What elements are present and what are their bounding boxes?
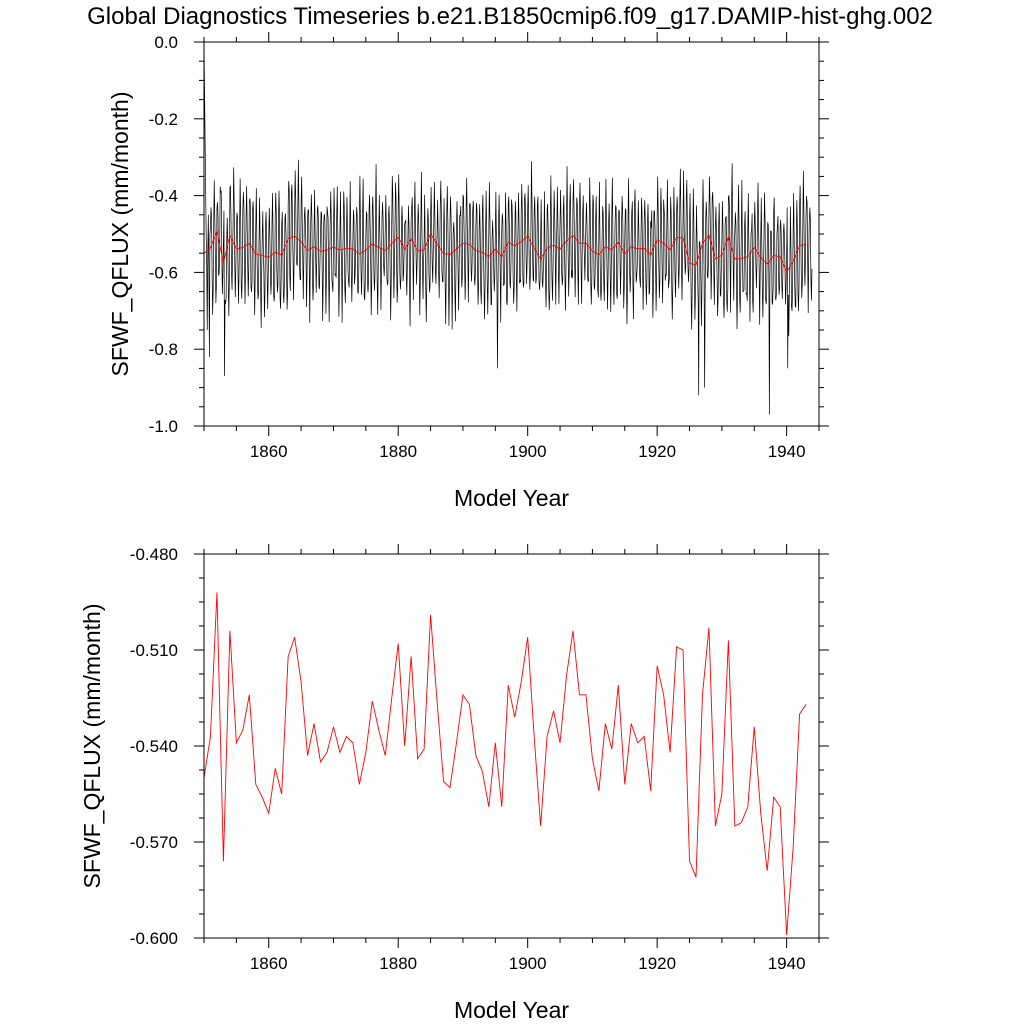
- plot-frame: [203, 553, 820, 939]
- y-tick-label: -0.6: [149, 263, 178, 282]
- top-panel: 1860 1880 1900 1920 1940 0.0 -0.2 -0.4 -0.6 -0.8 -…: [107, 32, 829, 511]
- annual-mean-series-line: [204, 592, 807, 935]
- x-tick-label: 1940: [768, 442, 806, 461]
- y-tick-label: 0.0: [154, 33, 178, 52]
- y-axis-label: SFWF_QFLUX (mm/month): [79, 604, 105, 889]
- x-axis-label: Model Year: [454, 485, 569, 511]
- x-tick-label: 1920: [638, 442, 676, 461]
- chart-title: Global Diagnostics Timeseries b.e21.B185…: [87, 3, 933, 30]
- y-tick-label: -1.0: [149, 417, 178, 436]
- y-tick-label: -0.480: [130, 545, 178, 564]
- y-tick-label: -0.8: [149, 340, 178, 359]
- x-tick-label: 1880: [379, 442, 417, 461]
- y-tick-label: -0.540: [130, 737, 178, 756]
- x-tick-label: 1860: [250, 442, 288, 461]
- x-tick-label: 1920: [638, 954, 676, 973]
- y-tick-label: -0.510: [130, 641, 178, 660]
- y-tick-label: -0.600: [130, 929, 178, 948]
- y-tick-label: -0.570: [130, 833, 178, 852]
- x-axis-label: Model Year: [454, 997, 569, 1023]
- bottom-panel: 1860 1880 1900 1920 1940 -0.480 -0.510 -0.540 -0…: [79, 544, 829, 1023]
- x-tick-label: 1860: [250, 954, 288, 973]
- annual-mean-series-line: [204, 229, 807, 273]
- monthly-series-line: [204, 42, 813, 415]
- y-tick-label: -0.4: [149, 187, 178, 206]
- x-tick-label: 1900: [509, 954, 547, 973]
- x-tick-label: 1900: [509, 442, 547, 461]
- y-tick-label: -0.2: [149, 110, 178, 129]
- y-axis-label: SFWF_QFLUX (mm/month): [107, 92, 133, 377]
- x-tick-label: 1880: [379, 954, 417, 973]
- x-tick-label: 1940: [768, 954, 806, 973]
